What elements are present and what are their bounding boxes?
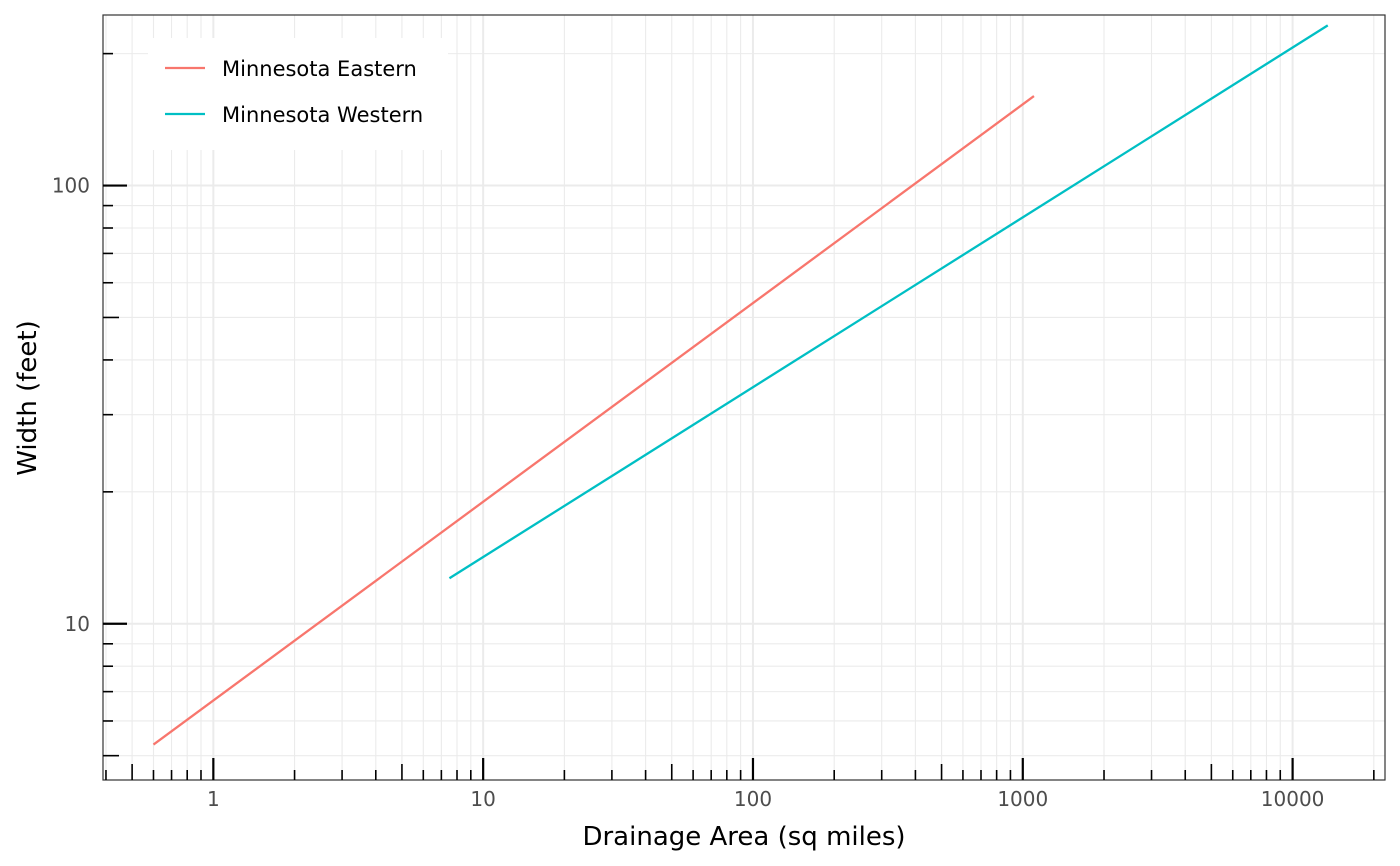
legend-label-eastern: Minnesota Eastern [222, 57, 417, 81]
y-tick-label: 100 [52, 174, 90, 198]
series-lines [152, 24, 1329, 746]
series-line-eastern [152, 95, 1035, 746]
x-tick-label: 1000 [997, 787, 1048, 811]
panel-border [102, 14, 1386, 781]
legend-label-western: Minnesota Western [222, 103, 423, 127]
legend: Minnesota Eastern Minnesota Western [148, 38, 448, 150]
legend-background [148, 38, 448, 150]
y-axis-title: Width (feet) [13, 320, 43, 475]
series-line-western [448, 24, 1329, 580]
y-tick-label: 10 [65, 612, 90, 636]
x-tick-label: 1 [207, 787, 220, 811]
x-tick-label: 100 [734, 787, 772, 811]
axes: 1 10 100 1000 10000 10 100 [52, 52, 1375, 811]
x-tick-label: 10 [470, 787, 495, 811]
x-axis-title: Drainage Area (sq miles) [582, 822, 905, 852]
x-tick-label: 10000 [1261, 787, 1325, 811]
